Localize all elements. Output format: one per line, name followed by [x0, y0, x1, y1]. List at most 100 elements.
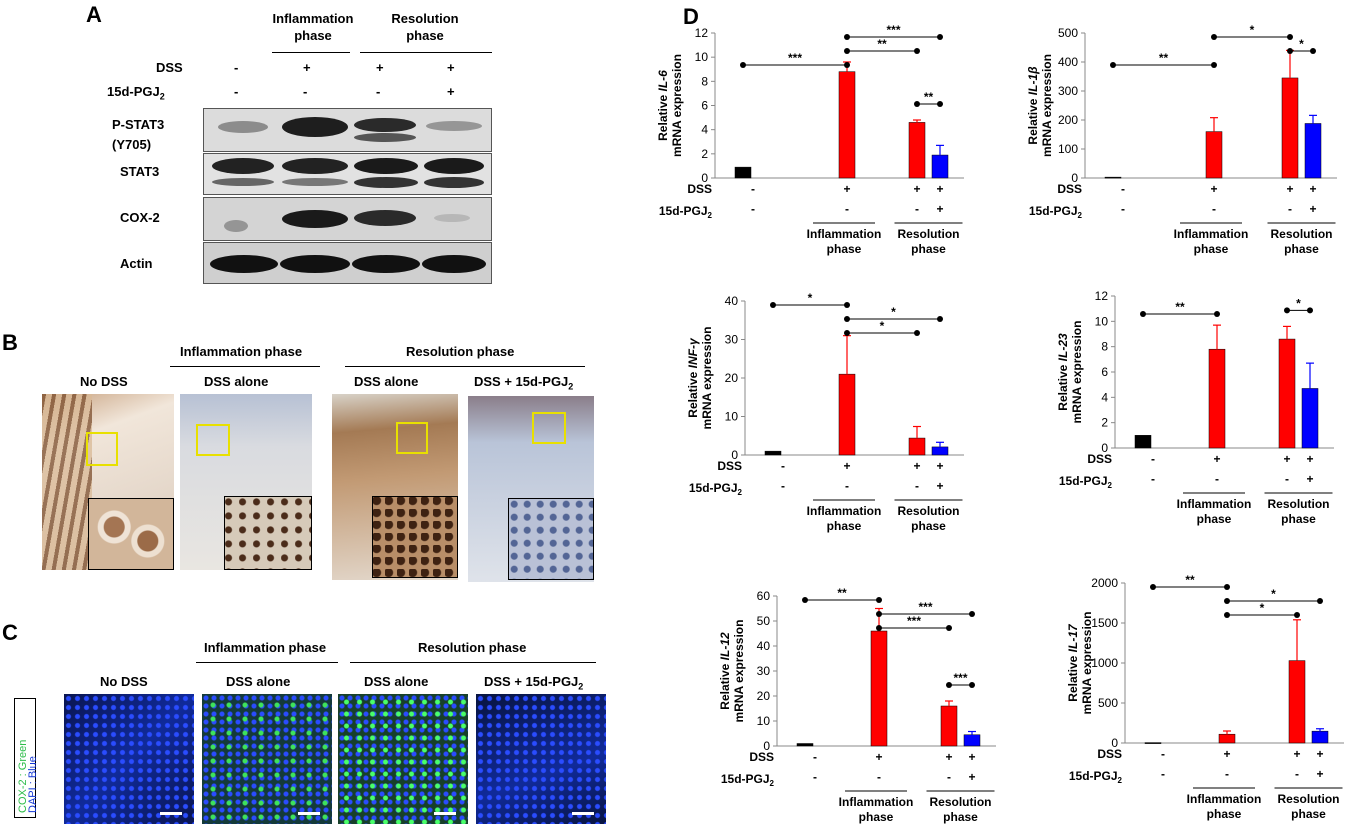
ihc-roi-box — [396, 422, 428, 454]
wb-pgj-value: - — [376, 84, 381, 99]
significance-dot — [1310, 48, 1316, 54]
significance-dot — [844, 48, 850, 54]
bar — [908, 437, 926, 456]
y-tick-label: 0 — [731, 448, 738, 462]
y-tick-label: 500 — [1098, 696, 1118, 710]
y-tick-label: 40 — [725, 294, 739, 308]
y-tick-label: 20 — [757, 689, 771, 703]
y-tick-label: 8 — [701, 74, 708, 88]
y-axis-label-pre: Relative — [686, 368, 700, 417]
significance-dot — [914, 101, 920, 107]
blot-band — [424, 158, 484, 174]
pgj-value: - — [1212, 202, 1216, 216]
group-label-resolution: Resolution — [1268, 497, 1330, 511]
significance-label: *** — [907, 614, 921, 628]
blot-band — [282, 210, 348, 228]
wb-group-inflammation: Inflammation phase — [258, 10, 368, 44]
blot-band — [212, 178, 274, 186]
blot-actin — [203, 242, 492, 284]
group-label-resolution: Resolution — [1271, 227, 1333, 241]
significance-dot — [1224, 584, 1230, 590]
significance-dot — [1224, 598, 1230, 604]
panel-label-b: B — [2, 330, 18, 355]
ihc-col-label: DSS alone — [354, 374, 419, 389]
if-group-inflammation-underline — [196, 662, 338, 663]
significance-dot — [1214, 311, 1220, 317]
y-tick-label: 500 — [1058, 26, 1078, 40]
blot-label-pstat3-line1: P-STAT3 — [112, 117, 165, 132]
scale-bar — [160, 812, 182, 815]
pgj-label: 15d-PGJ2 — [1069, 769, 1123, 785]
blot-band — [212, 158, 274, 174]
y-tick-label: 10 — [757, 714, 771, 728]
bar — [870, 630, 888, 747]
dss-value: + — [1283, 452, 1290, 466]
dss-value: + — [1306, 452, 1313, 466]
pgj-value: - — [877, 770, 881, 784]
group-label-inflammation: Inflammation — [807, 227, 882, 241]
group-label-resolution-phase: phase — [911, 242, 946, 256]
if-col4-sub: 2 — [578, 681, 584, 692]
ihc-zoom-inset — [88, 498, 174, 570]
group-label-resolution: Resolution — [898, 504, 960, 518]
ihc-roi-box — [532, 412, 566, 444]
if-image-resolution-pgj — [476, 694, 606, 824]
blot-label-pstat3-line2: (Y705) — [112, 137, 152, 152]
wb-group-resolution: Resolution phase — [360, 10, 490, 44]
y-tick-label: 30 — [757, 664, 771, 678]
pgj-label-main: 15d-PGJ — [1029, 204, 1078, 218]
group-label-inflammation: Inflammation — [807, 504, 882, 518]
blot-band — [422, 255, 486, 273]
significance-dot — [844, 62, 850, 68]
wb-group-resolution-line1: Resolution — [391, 11, 459, 26]
panel-label-c: C — [2, 620, 18, 645]
y-tick-label: 300 — [1058, 84, 1078, 98]
if-image-no-dss — [64, 694, 194, 824]
if-col-label: No DSS — [100, 674, 148, 689]
pgj-value: - — [915, 479, 919, 493]
dss-value: + — [913, 182, 920, 196]
dss-value: + — [1316, 747, 1323, 761]
group-label-resolution: Resolution — [898, 227, 960, 241]
ihc-image-inflammation-dss — [180, 394, 312, 570]
pgj-label-main: 15d-PGJ — [721, 772, 770, 786]
significance-dot — [844, 316, 850, 322]
y-axis-label-pre: Relative — [1056, 361, 1070, 410]
wb-group-inflammation-underline — [272, 52, 350, 53]
significance-label: ** — [1185, 573, 1195, 587]
wb-pgj-label: 15d-PGJ2 — [107, 84, 165, 102]
group-label-inflammation-phase: phase — [1194, 242, 1229, 256]
if-image-inflammation-dss — [202, 694, 332, 824]
dss-label: DSS — [1097, 747, 1122, 761]
group-label-resolution-phase: phase — [1281, 512, 1316, 526]
y-tick-label: 0 — [1071, 171, 1078, 185]
blot-band — [354, 118, 416, 132]
blot-band — [280, 255, 350, 273]
wb-pgj-label-sub: 2 — [159, 91, 165, 102]
ihc-group-inflammation-underline — [170, 366, 320, 367]
bar — [1134, 435, 1152, 449]
if-col4-main: DSS + 15d-PGJ — [484, 674, 579, 689]
pgj-value: - — [845, 479, 849, 493]
wb-group-inflammation-line2: phase — [294, 28, 332, 43]
dss-label: DSS — [749, 750, 774, 764]
blot-band — [424, 177, 484, 188]
group-label-inflammation: Inflammation — [839, 795, 914, 809]
significance-dot — [1287, 34, 1293, 40]
ihc-image-resolution-pgj — [468, 396, 594, 582]
significance-dot — [740, 62, 746, 68]
significance-dot — [937, 34, 943, 40]
blot-label-actin: Actin — [120, 256, 153, 271]
significance-label: ** — [924, 90, 934, 104]
significance-dot — [1317, 598, 1323, 604]
y-axis-label-line2: mRNA expression — [1070, 321, 1084, 424]
y-axis-label-line2: mRNA expression — [670, 54, 684, 157]
significance-label: * — [891, 305, 896, 319]
dss-value: - — [1151, 452, 1155, 466]
pgj-value: + — [1316, 767, 1323, 781]
ihc-zoom-inset — [372, 496, 458, 578]
pgj-value: + — [1309, 202, 1316, 216]
pgj-label-main: 15d-PGJ — [689, 481, 738, 495]
significance-label: * — [880, 319, 885, 333]
dss-value: + — [968, 750, 975, 764]
